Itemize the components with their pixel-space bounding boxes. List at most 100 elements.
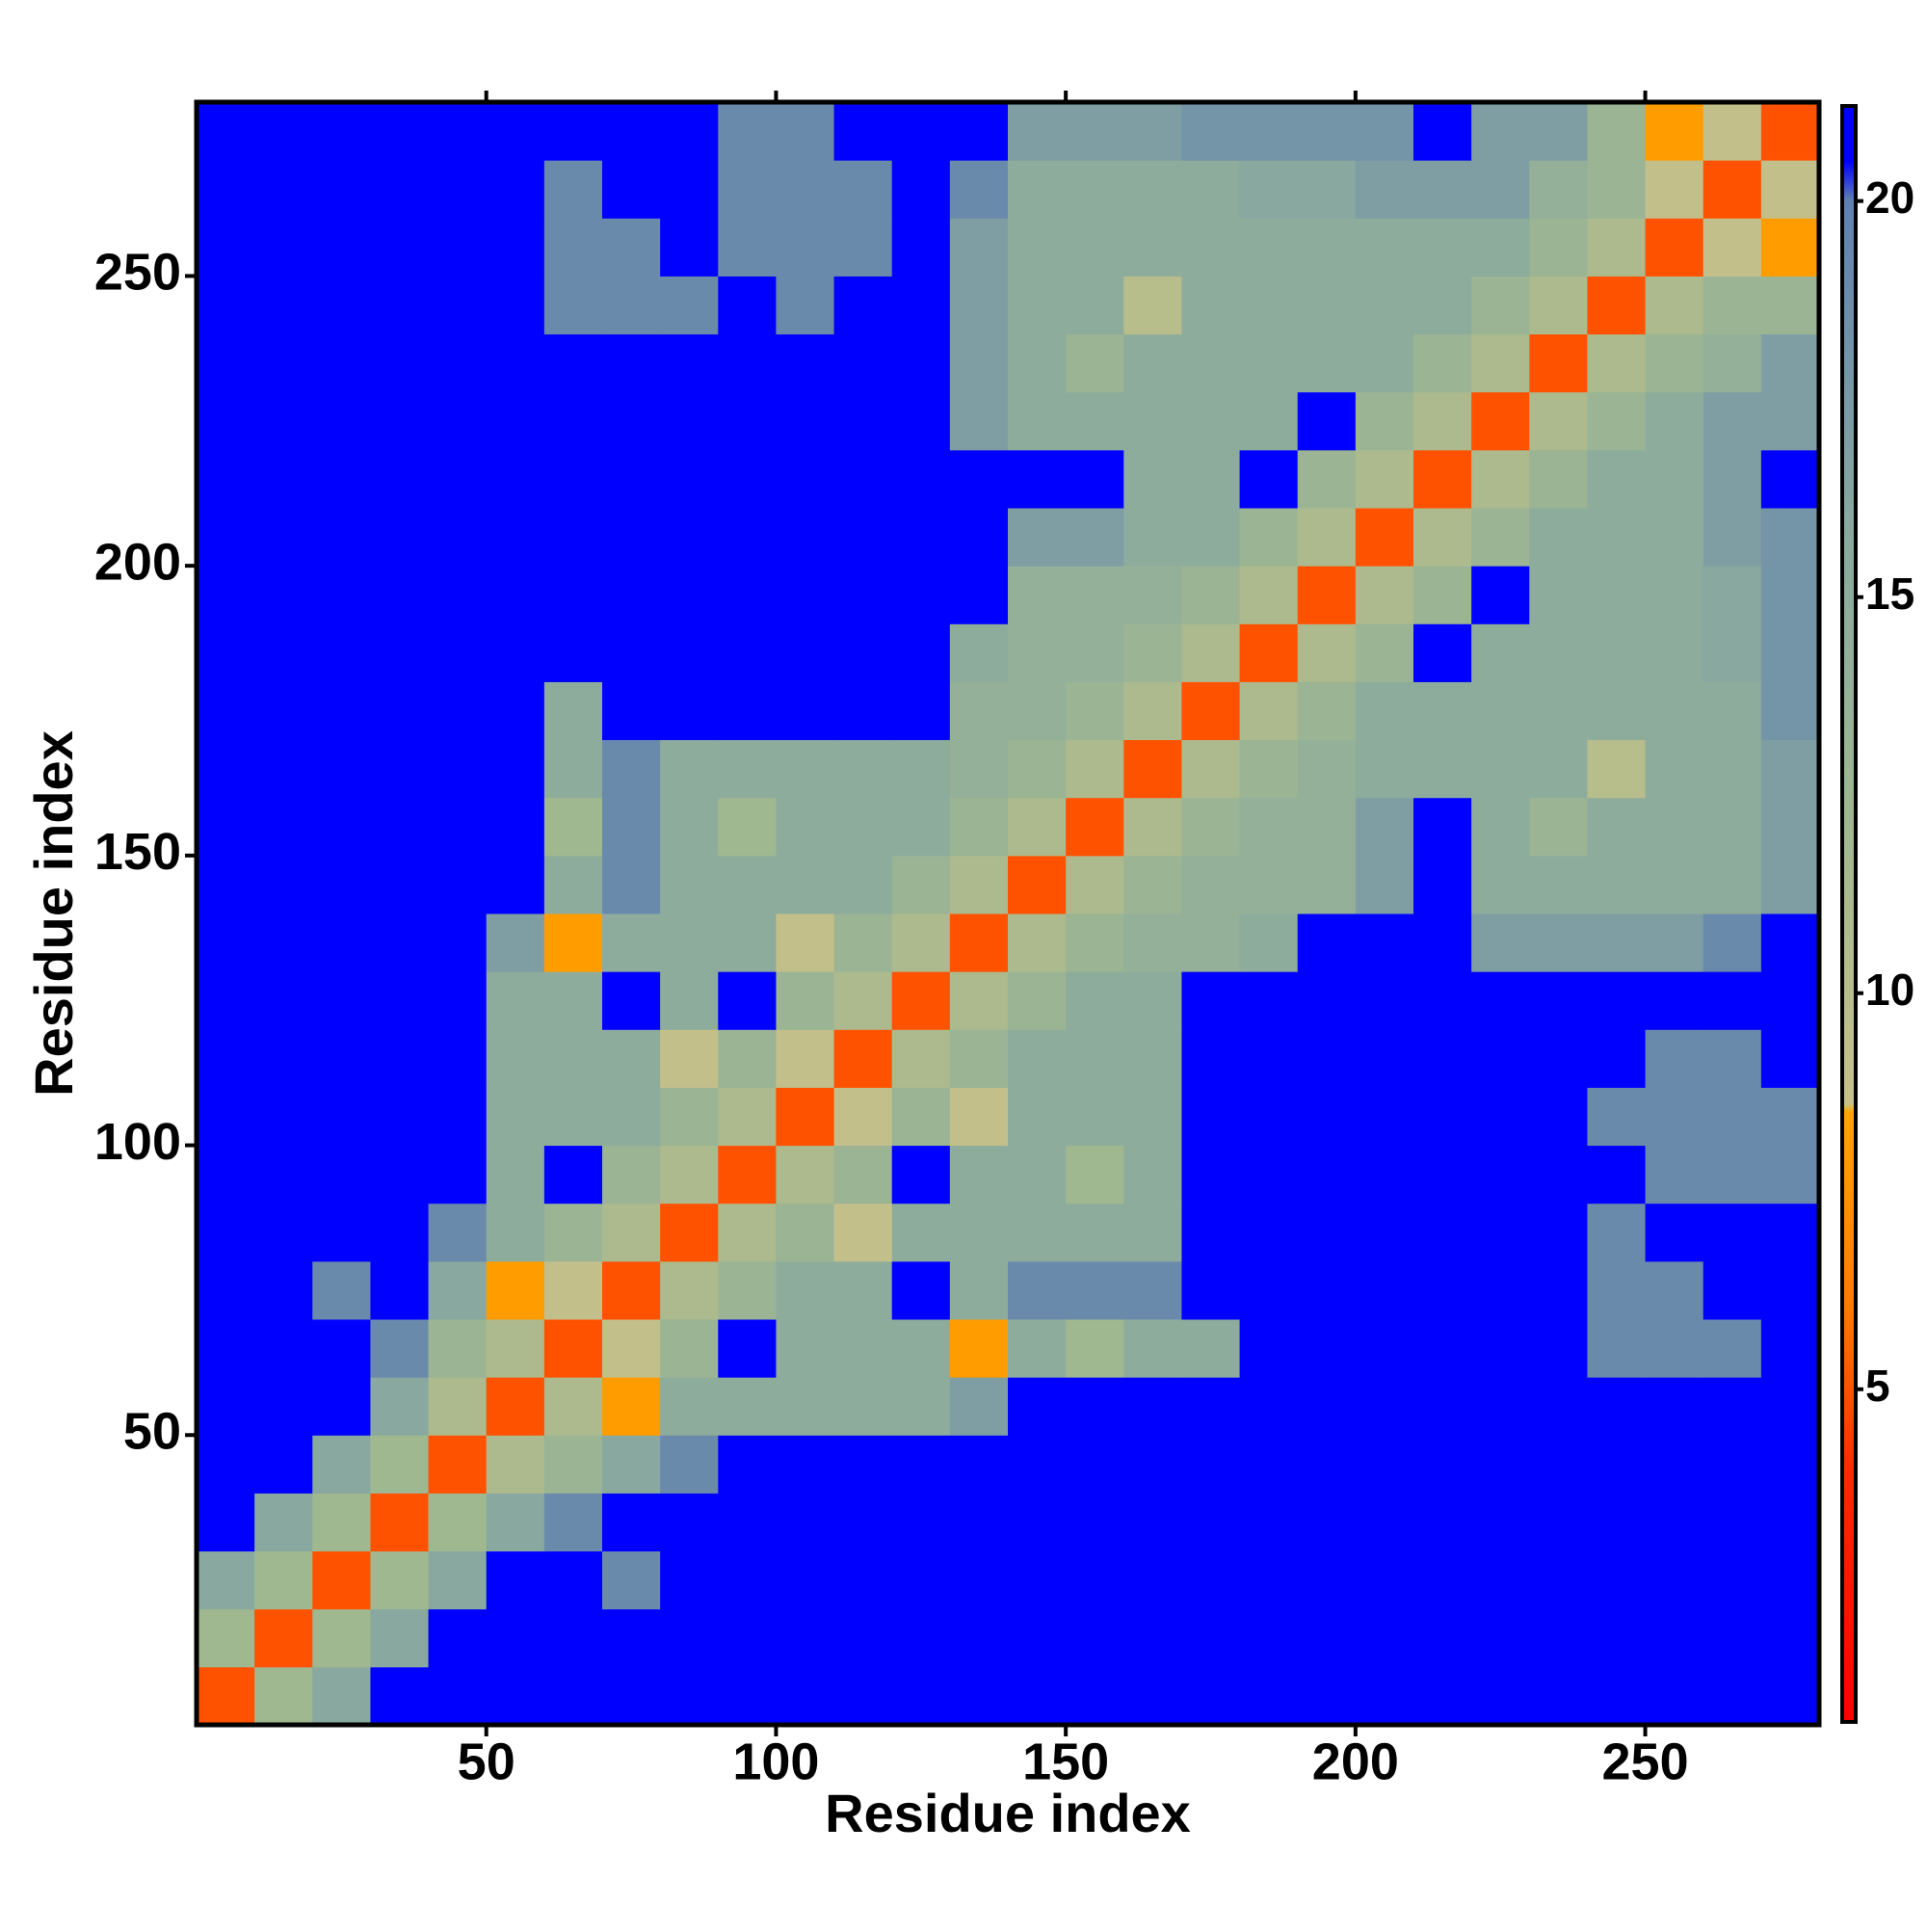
heatmap-cell — [254, 797, 313, 857]
heatmap-cell — [833, 160, 893, 219]
colorbar-tick-label: 5 — [1865, 1361, 1890, 1411]
heatmap-cell — [1703, 1377, 1762, 1436]
heatmap-cell — [1181, 1493, 1241, 1552]
heatmap-cell — [1181, 1260, 1241, 1320]
heatmap-cell — [891, 1666, 951, 1726]
x-tick-label: 100 — [732, 1733, 819, 1790]
heatmap-cell — [486, 391, 545, 451]
heatmap-cell — [949, 855, 1009, 914]
heatmap-cell — [486, 276, 545, 335]
heatmap-cell — [1529, 333, 1588, 393]
heatmap-cell — [1645, 1319, 1704, 1378]
heatmap-cell — [891, 971, 951, 1030]
heatmap-cell — [543, 333, 603, 393]
heatmap-cell — [197, 1493, 255, 1552]
heatmap-cell — [949, 971, 1009, 1030]
heatmap-cell — [1760, 276, 1820, 335]
heatmap-cell — [197, 276, 255, 335]
heatmap-cell — [1760, 1029, 1820, 1088]
heatmap-cell — [1703, 855, 1762, 914]
heatmap-cell — [543, 508, 603, 567]
heatmap-cell — [543, 1435, 603, 1494]
heatmap-cell — [1297, 739, 1357, 799]
heatmap-cell — [370, 1087, 430, 1147]
heatmap-cell — [833, 1203, 893, 1262]
heatmap-cell — [1645, 160, 1704, 219]
heatmap-cell — [254, 1377, 313, 1436]
heatmap-cell — [543, 971, 603, 1030]
heatmap-cell — [949, 623, 1009, 682]
heatmap-cell — [1413, 913, 1472, 972]
heatmap-cell — [312, 913, 371, 972]
heatmap-cell — [1123, 739, 1182, 799]
heatmap-cell — [1355, 102, 1414, 161]
heatmap-cell — [312, 276, 371, 335]
heatmap-cell — [891, 1608, 951, 1668]
heatmap-cell — [1181, 276, 1241, 335]
heatmap-cell — [1181, 1319, 1241, 1378]
heatmap-cell — [370, 623, 430, 682]
heatmap-cell — [602, 1377, 661, 1436]
heatmap-cell — [1297, 797, 1357, 857]
heatmap-cell — [891, 1087, 951, 1147]
heatmap-cell — [197, 1550, 255, 1610]
heatmap-cell — [1355, 449, 1414, 509]
heatmap-cell — [428, 160, 488, 219]
heatmap-cell — [1413, 1435, 1472, 1494]
x-tick-label: 200 — [1312, 1733, 1399, 1790]
heatmap-cell — [1703, 102, 1762, 161]
heatmap-cell — [1471, 333, 1530, 393]
heatmap-cell — [312, 1203, 371, 1262]
heatmap-cell — [660, 1087, 719, 1147]
heatmap-cell — [370, 449, 430, 509]
heatmap-cell — [1066, 1087, 1124, 1147]
heatmap-cell — [312, 1029, 371, 1088]
heatmap-cell — [833, 1319, 893, 1378]
heatmap-cell — [1181, 449, 1241, 509]
heatmap-cell — [660, 102, 719, 161]
heatmap-cell — [1760, 102, 1820, 161]
heatmap-cell — [1471, 391, 1530, 451]
heatmap-cell — [660, 971, 719, 1030]
heatmap-cell — [1645, 1203, 1704, 1262]
heatmap-cell — [1008, 1029, 1067, 1088]
heatmap-cell — [312, 333, 371, 393]
heatmap-cell — [312, 1550, 371, 1610]
heatmap-cell — [718, 855, 777, 914]
heatmap-cell — [1471, 1493, 1530, 1552]
heatmap-cell — [1703, 797, 1762, 857]
heatmap-cell — [1181, 1550, 1241, 1610]
heatmap-cell — [1297, 1377, 1357, 1436]
heatmap-cell — [1239, 1319, 1299, 1378]
heatmap-cell — [543, 1666, 603, 1726]
heatmap-cell — [1587, 1029, 1647, 1088]
heatmap-cell — [1008, 508, 1067, 567]
heatmap-cell — [1239, 566, 1299, 624]
heatmap-cell — [1587, 1435, 1647, 1494]
heatmap-cell — [370, 102, 430, 161]
heatmap-cell — [543, 1029, 603, 1088]
heatmap-cell — [949, 102, 1009, 161]
heatmap-cell — [1645, 855, 1704, 914]
heatmap-cell — [1703, 508, 1762, 567]
heatmap-cell — [312, 1087, 371, 1147]
heatmap-cells — [197, 102, 1820, 1726]
heatmap-cell — [1471, 276, 1530, 335]
heatmap-cell — [1123, 1145, 1182, 1204]
heatmap-cell — [1355, 681, 1414, 741]
heatmap-cell — [602, 218, 661, 277]
heatmap-cell — [543, 1550, 603, 1610]
heatmap-cell — [1239, 1435, 1299, 1494]
heatmap-cell — [949, 1319, 1009, 1378]
heatmap-cell — [1123, 1203, 1182, 1262]
heatmap-cell — [1703, 276, 1762, 335]
heatmap-cell — [891, 1319, 951, 1378]
heatmap-cell — [1413, 391, 1472, 451]
heatmap-cell — [486, 1260, 545, 1320]
heatmap-cell — [1239, 739, 1299, 799]
heatmap-cell — [833, 508, 893, 567]
heatmap-cell — [1066, 681, 1124, 741]
heatmap-cell — [197, 1087, 255, 1147]
heatmap-cell — [1413, 102, 1472, 161]
heatmap-cell — [1760, 566, 1820, 624]
